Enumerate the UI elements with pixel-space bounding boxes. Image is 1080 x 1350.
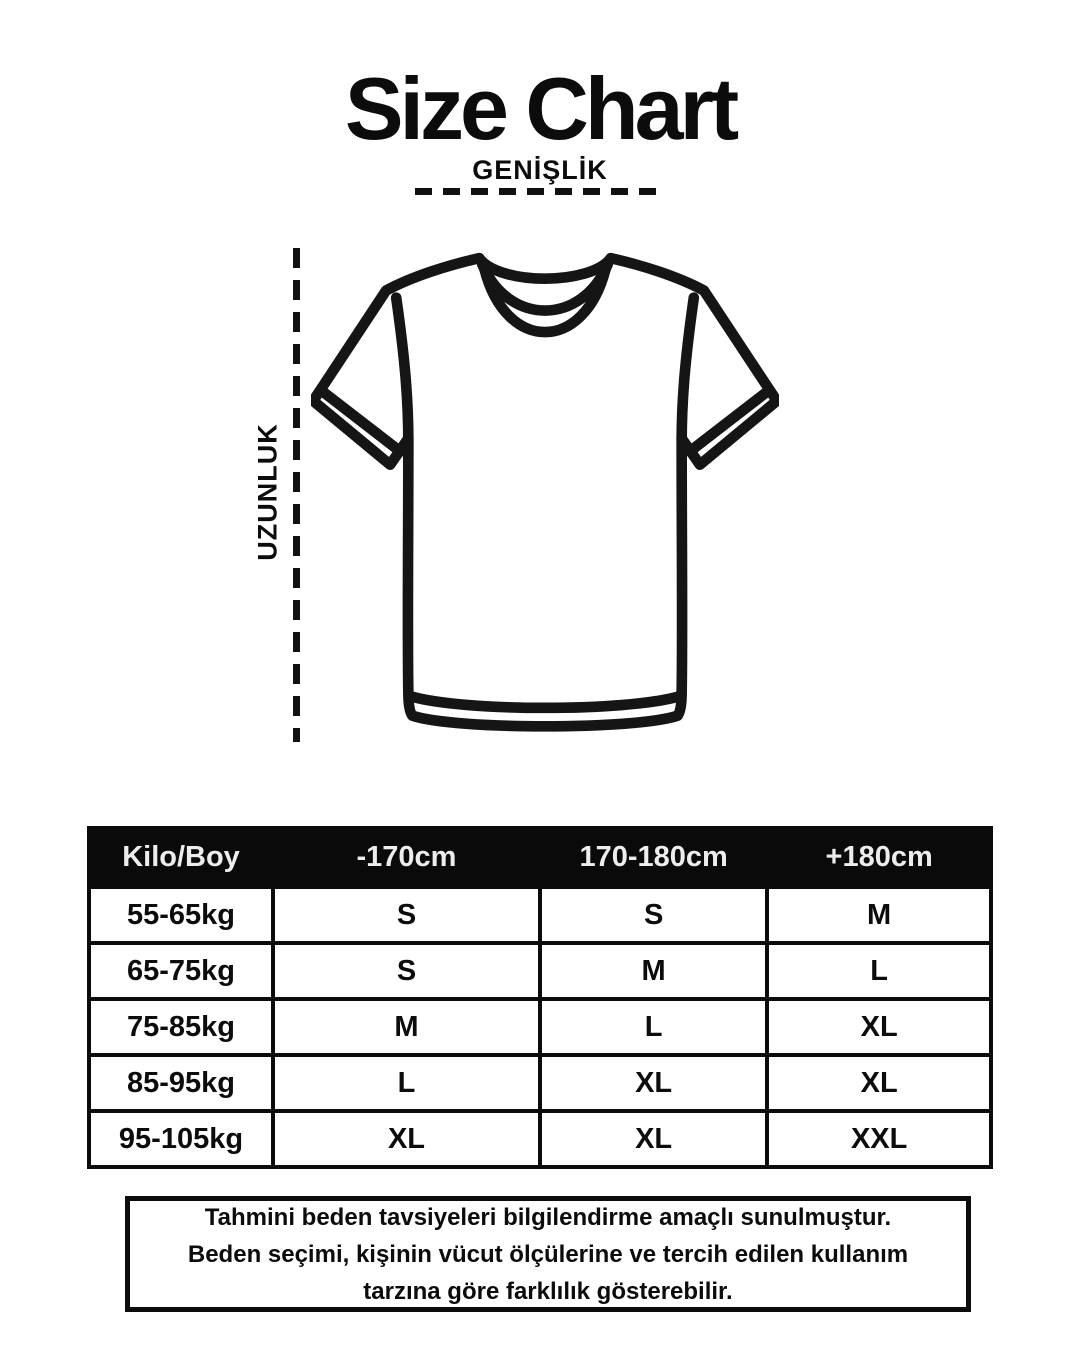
length-dimension-dashed-line <box>293 248 300 742</box>
column-header-170-180cm: 170-180cm <box>537 826 770 889</box>
tshirt-outline-icon <box>311 252 779 732</box>
weight-range-cell: 95-105kg <box>87 1109 275 1169</box>
weight-range-cell: 75-85kg <box>87 997 275 1057</box>
table-row: 65-75kg S M L <box>87 941 993 1001</box>
size-cell: L <box>537 997 770 1057</box>
page-title: Size Chart <box>344 59 739 158</box>
length-dimension-label: UZUNLUK <box>252 423 283 561</box>
size-table-header-row: Kilo/Boy -170cm 170-180cm +180cm <box>87 826 993 889</box>
size-cell: XL <box>765 997 993 1057</box>
size-cell: M <box>271 997 542 1057</box>
size-cell: M <box>765 885 993 945</box>
column-header-over-180cm: +180cm <box>765 826 993 889</box>
size-cell: L <box>271 1053 542 1113</box>
disclaimer-line: Beden seçimi, kişinin vücut ölçülerine v… <box>187 1240 909 1268</box>
size-cell: XL <box>537 1109 770 1169</box>
column-header-weight-height: Kilo/Boy <box>87 826 275 889</box>
table-row: 85-95kg L XL XL <box>87 1053 993 1113</box>
weight-range-cell: 85-95kg <box>87 1053 275 1113</box>
size-cell: XL <box>537 1053 770 1113</box>
size-cell: XL <box>271 1109 542 1169</box>
size-cell: S <box>537 885 770 945</box>
disclaimer-box: Tahmini beden tavsiyeleri bilgilendirme … <box>125 1196 971 1312</box>
size-cell: XL <box>765 1053 993 1113</box>
width-dimension-dashed-line <box>415 188 667 195</box>
table-row: 55-65kg S S M <box>87 885 993 945</box>
size-cell: XXL <box>765 1109 993 1169</box>
disclaimer-line: Tahmini beden tavsiyeleri bilgilendirme … <box>204 1203 892 1231</box>
disclaimer-line: tarzına göre farklılık gösterebilir. <box>363 1277 733 1305</box>
table-row: 75-85kg M L XL <box>87 997 993 1057</box>
size-table: Kilo/Boy -170cm 170-180cm +180cm 55-65kg… <box>87 826 993 1169</box>
weight-range-cell: 65-75kg <box>87 941 275 1001</box>
width-dimension-label: GENİŞLİK <box>472 155 608 185</box>
table-row: 95-105kg XL XL XXL <box>87 1109 993 1169</box>
weight-range-cell: 55-65kg <box>87 885 275 945</box>
column-header-under-170cm: -170cm <box>271 826 542 889</box>
size-cell: S <box>271 941 542 1001</box>
size-cell: L <box>765 941 993 1001</box>
size-cell: M <box>537 941 770 1001</box>
size-cell: S <box>271 885 542 945</box>
